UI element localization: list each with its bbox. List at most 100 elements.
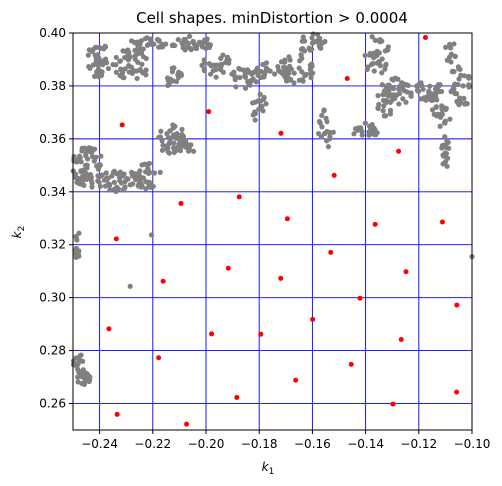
- gray-point: [257, 91, 263, 97]
- gray-point: [379, 70, 385, 76]
- gray-point: [435, 82, 441, 88]
- gray-point: [287, 57, 293, 63]
- gray-point: [175, 36, 181, 43]
- gray-point: [76, 369, 82, 375]
- gray-point: [252, 111, 258, 117]
- y-tick-label: 0.34: [39, 185, 66, 199]
- gray-point: [408, 90, 414, 96]
- gray-point: [310, 31, 316, 37]
- gray-point: [218, 61, 224, 68]
- gray-point: [177, 148, 184, 154]
- red-point: [310, 316, 316, 322]
- gray-point: [371, 68, 377, 74]
- gray-point: [324, 138, 330, 144]
- gray-point: [252, 99, 258, 105]
- gray-point: [110, 169, 117, 176]
- gray-point: [203, 45, 209, 51]
- gray-point: [386, 93, 392, 99]
- gray-point: [139, 61, 145, 67]
- gray-point: [382, 48, 388, 54]
- gray-point: [183, 38, 189, 45]
- gray-point: [80, 176, 86, 182]
- gray-point: [321, 108, 327, 114]
- red-point: [106, 326, 112, 332]
- gray-point: [103, 56, 109, 62]
- gray-point: [113, 54, 119, 61]
- gray-point: [140, 54, 147, 60]
- gray-point: [442, 120, 448, 126]
- gray-point: [127, 182, 133, 188]
- gray-point: [359, 128, 365, 135]
- gray-point: [76, 230, 82, 236]
- gray-point: [434, 86, 440, 92]
- gray-point: [440, 161, 446, 167]
- gray-point: [173, 147, 179, 154]
- gray-point: [180, 137, 186, 143]
- red-point: [160, 278, 166, 284]
- gray-point: [296, 77, 302, 83]
- red-point: [113, 236, 119, 242]
- gray-point: [76, 253, 82, 259]
- gray-point: [78, 168, 84, 174]
- gray-point: [443, 44, 449, 50]
- y-axis-label-subscript: 2: [17, 226, 27, 232]
- red-point: [422, 34, 428, 40]
- gray-point: [200, 40, 206, 46]
- red-point: [278, 130, 284, 136]
- red-point: [372, 221, 378, 227]
- y-tick-label: 0.28: [39, 344, 66, 358]
- gray-point: [247, 82, 253, 88]
- gray-point: [252, 117, 258, 123]
- gray-point: [403, 99, 409, 105]
- y-tick-label: 0.40: [39, 26, 66, 40]
- gray-point: [232, 73, 238, 80]
- gray-point: [79, 373, 86, 379]
- gray-point: [330, 129, 336, 135]
- gray-point: [142, 36, 149, 42]
- gray-point: [458, 99, 464, 106]
- gray-point: [179, 131, 185, 138]
- red-point: [403, 269, 409, 275]
- red-point: [439, 219, 445, 225]
- gray-point: [355, 125, 361, 131]
- x-tick-label: −0.22: [134, 437, 171, 451]
- gray-point: [298, 52, 304, 58]
- gray-point: [157, 169, 163, 175]
- gray-point: [383, 97, 390, 104]
- gray-point: [136, 178, 142, 184]
- gray-point: [302, 38, 308, 44]
- gray-point: [156, 37, 162, 43]
- gray-point: [79, 148, 85, 154]
- gray-point: [121, 75, 127, 81]
- gray-point: [438, 88, 445, 95]
- chart-title: Cell shapes. minDistortion > 0.0004: [136, 9, 408, 27]
- gray-point: [218, 55, 224, 61]
- gray-point: [134, 173, 140, 179]
- gray-point: [381, 103, 387, 109]
- gray-point: [103, 170, 109, 176]
- x-tick-label: −0.14: [347, 437, 384, 451]
- gray-point: [258, 74, 264, 81]
- gray-point: [263, 101, 269, 107]
- gray-point: [164, 131, 170, 137]
- gray-point: [166, 140, 173, 146]
- gray-point: [178, 142, 184, 148]
- gray-point: [260, 108, 266, 114]
- gray-point: [258, 68, 264, 75]
- gray-point: [71, 153, 77, 160]
- gray-point: [237, 66, 243, 72]
- gray-point: [309, 35, 315, 41]
- gray-point: [76, 156, 82, 162]
- gray-point: [429, 107, 436, 113]
- gray-point: [83, 370, 89, 376]
- gray-point: [121, 185, 127, 191]
- gray-point: [461, 95, 467, 101]
- gray-point: [186, 33, 193, 39]
- gray-point: [259, 103, 265, 109]
- gray-point: [451, 85, 457, 92]
- gray-point: [253, 79, 259, 85]
- gray-point: [166, 150, 172, 156]
- gray-point: [201, 66, 207, 72]
- gray-point: [165, 145, 171, 151]
- gray-point: [443, 106, 449, 113]
